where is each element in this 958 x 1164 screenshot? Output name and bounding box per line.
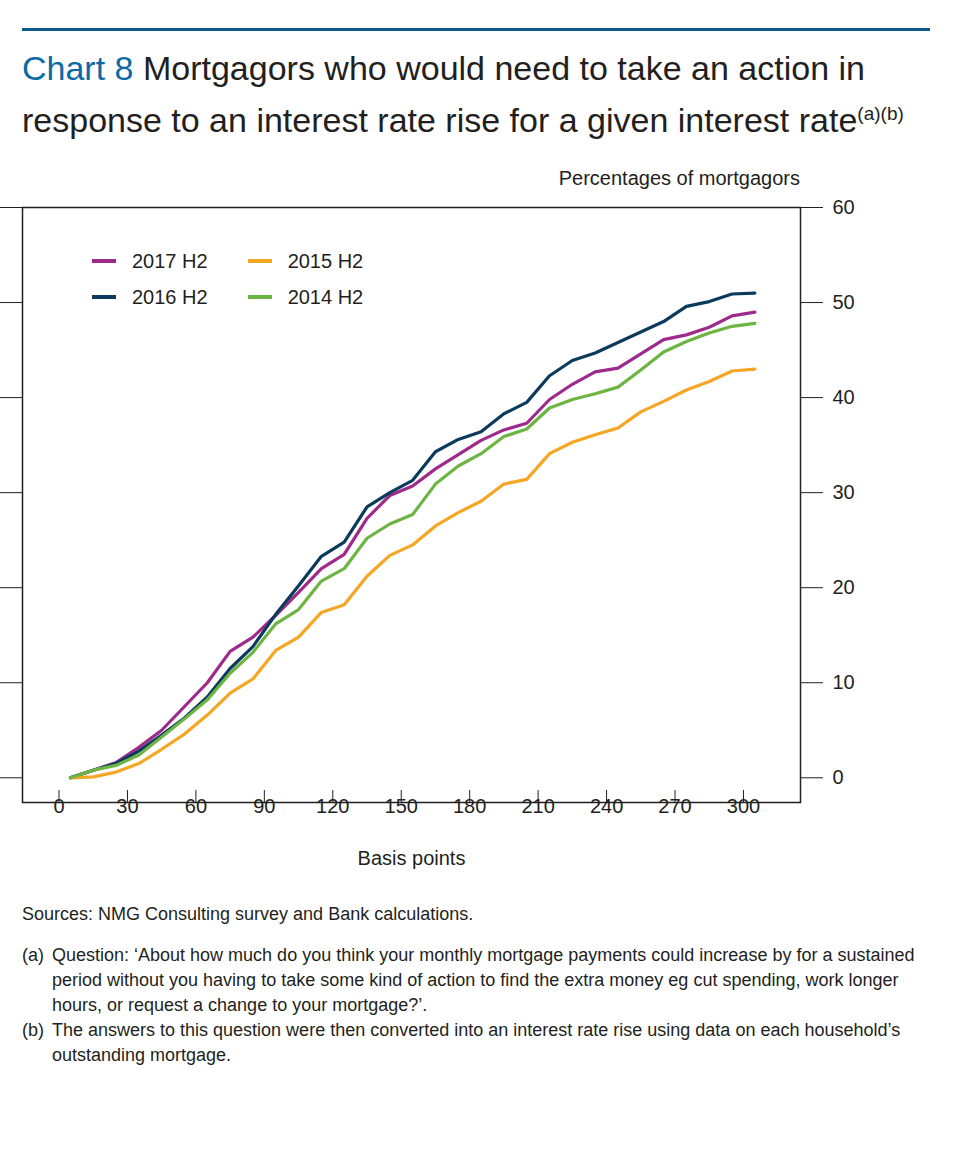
html-text:2015 H2: 2015 H2 (287, 249, 364, 272)
svg-text:90: 90 (253, 795, 275, 817)
svg-text:0: 0 (833, 767, 844, 789)
html-text:(a): (a) (22, 945, 44, 966)
svg-text:20: 20 (833, 576, 855, 598)
svg-text:40: 40 (833, 386, 855, 408)
svg-text:180: 180 (453, 795, 486, 817)
html-text:2017 H2: 2017 H2 (132, 249, 208, 272)
html-text:Question: ‘About how much do y: Question: ‘About how much do you think y… (52, 945, 915, 1016)
html-text:2016 H2: 2016 H2 (132, 285, 208, 308)
html-text:2014 H2: 2014 H2 (287, 285, 364, 308)
html-text:Percentages of mortgagors: Percentages of mortgagors (558, 167, 800, 190)
html-text:The answers to this question w: The answers to this question were then c… (52, 1020, 901, 1066)
svg-text:10: 10 (833, 671, 855, 693)
svg-text:30: 30 (833, 481, 855, 503)
svg-text:30: 30 (116, 795, 138, 817)
svg-text:50: 50 (833, 291, 855, 313)
html-text:Chart 8 Mortgagors who would n: Chart 8 Mortgagors who would need to tak… (22, 49, 904, 140)
svg-text:270: 270 (658, 795, 691, 817)
svg-text:120: 120 (316, 795, 349, 817)
html-text:(b): (b) (22, 1020, 44, 1041)
svg-text:210: 210 (521, 795, 554, 817)
svg-text:240: 240 (590, 795, 623, 817)
svg-text:60: 60 (185, 795, 207, 817)
svg-text:0: 0 (53, 795, 64, 817)
svg-text:60: 60 (833, 196, 855, 218)
svg-text:Basis points: Basis points (358, 847, 466, 869)
svg-text:150: 150 (385, 795, 418, 817)
html-text:Sources: NMG Consulting survey: Sources: NMG Consulting survey and Bank … (22, 904, 474, 925)
svg-text:300: 300 (727, 795, 760, 817)
